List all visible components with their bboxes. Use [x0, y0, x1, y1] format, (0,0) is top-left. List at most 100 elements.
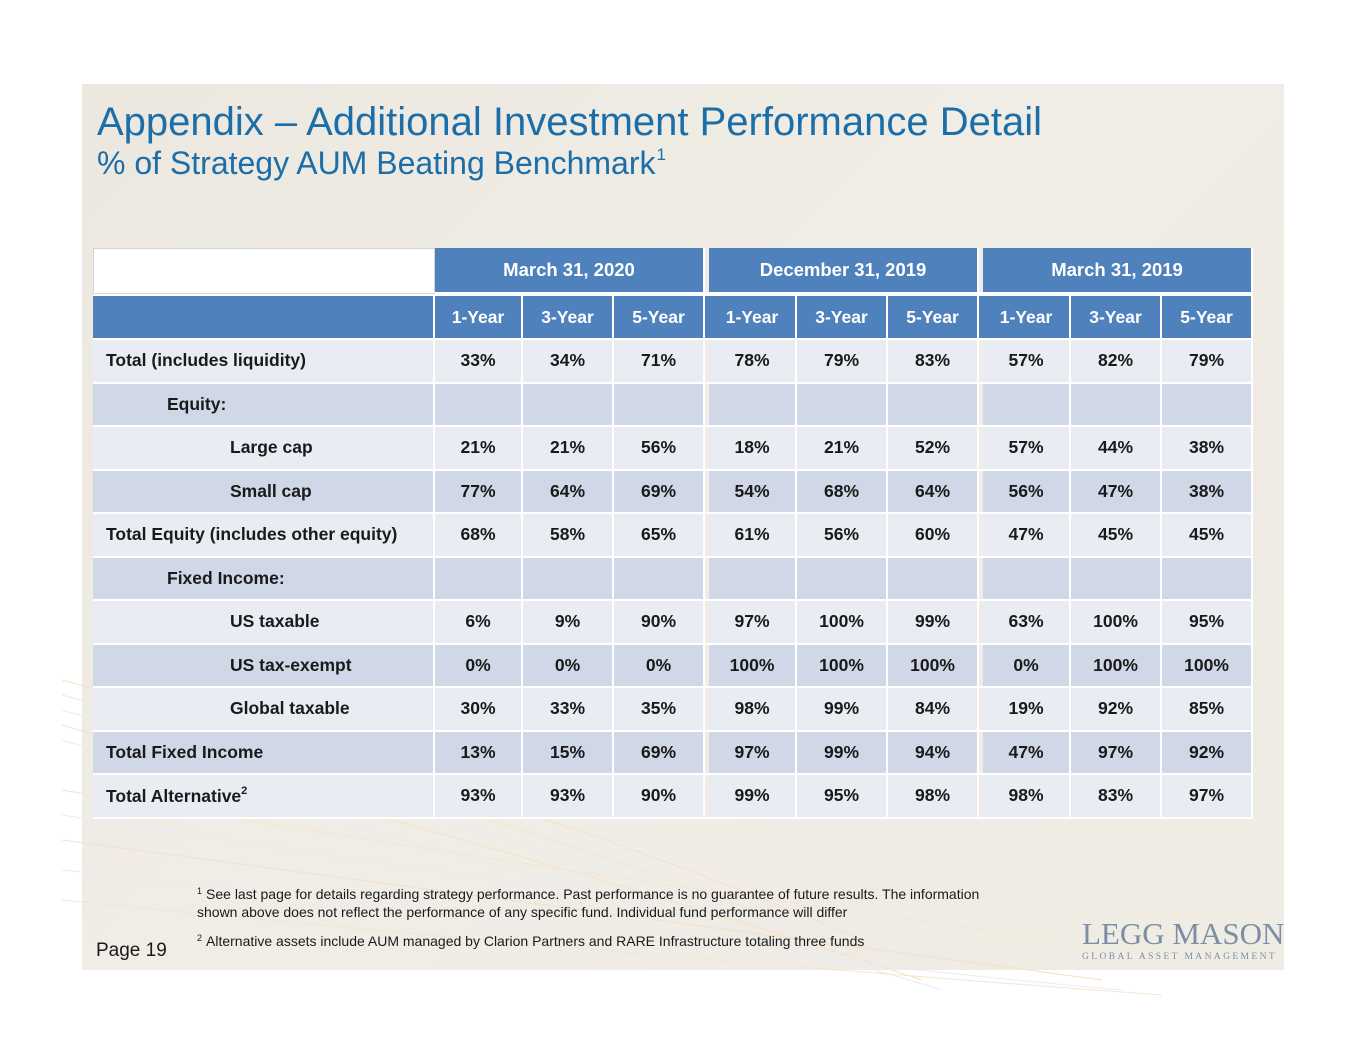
column-gap	[705, 775, 710, 819]
value-cell	[435, 383, 523, 427]
footnote-2: 2 Alternative assets include AUM managed …	[197, 929, 1017, 950]
column-gap	[979, 296, 984, 340]
value-cell: 6%	[435, 601, 523, 645]
value-cell: 99%	[888, 601, 980, 645]
row-label: Equity:	[93, 383, 435, 427]
row-label-text: Global taxable	[230, 698, 350, 719]
value-cell: 0%	[523, 644, 614, 688]
value-cell: 0%	[614, 644, 706, 688]
subtitle-footnote-marker: 1	[656, 145, 666, 164]
value-cell: 85%	[1162, 688, 1254, 732]
column-gap	[705, 471, 710, 514]
column-gap	[979, 732, 984, 775]
table-row: US taxable 6% 9% 90% 97% 100% 99% 63% 100% 95%	[93, 601, 1254, 645]
value-cell: 35%	[614, 688, 706, 732]
value-cell: 97%	[1071, 731, 1163, 775]
value-cell: 21%	[435, 427, 523, 471]
footnote-text: See last page for details regarding stra…	[197, 886, 980, 920]
value-cell: 98%	[983, 775, 1072, 819]
page-number: Page 19	[96, 940, 167, 961]
value-cell: 64%	[523, 470, 614, 514]
value-cell: 38%	[1162, 470, 1254, 514]
value-cell: 100%	[709, 644, 798, 688]
value-cell: 69%	[614, 470, 706, 514]
column-gap	[705, 427, 710, 471]
value-cell: 79%	[1162, 340, 1254, 384]
row-label-text: Total Equity (includes other equity)	[106, 524, 398, 545]
value-cell: 57%	[983, 340, 1072, 384]
column-gap	[705, 558, 710, 601]
value-cell: 21%	[797, 427, 889, 471]
table-row: Total (includes liquidity) 33% 34% 71% 78% 79…	[93, 340, 1254, 384]
column-gap	[979, 601, 984, 645]
value-cell	[614, 383, 706, 427]
value-cell: 45%	[1071, 514, 1163, 558]
column-gap	[705, 384, 710, 427]
column-gap	[979, 471, 984, 514]
logo-tagline: GLOBAL ASSET MANAGEMENT	[1082, 952, 1278, 962]
row-label: US taxable	[93, 601, 435, 645]
value-cell: 99%	[797, 731, 889, 775]
page-title: Appendix – Additional Investment Perform…	[97, 100, 1042, 144]
value-cell: 79%	[797, 340, 889, 384]
table-row: Small cap 77% 64% 69% 54% 68% 64% 56% 47% 38%	[93, 470, 1254, 514]
value-cell: 0%	[983, 644, 1072, 688]
row-label-text: US tax-exempt	[230, 654, 352, 675]
horizon-header: 1-Year	[709, 296, 798, 340]
value-cell	[1071, 383, 1163, 427]
horizon-header: 1-Year	[435, 296, 523, 340]
row-label-text: Large cap	[230, 437, 313, 458]
company-logo: LEGG MASON GLOBAL ASSET MANAGEMENT	[1082, 918, 1284, 963]
performance-table: March 31, 2020 December 31, 2019 March 3…	[93, 248, 1254, 819]
value-cell: 45%	[1162, 514, 1254, 558]
row-footnote-marker: 2	[241, 784, 248, 797]
column-gap	[705, 248, 710, 294]
header-label-cell	[93, 296, 435, 340]
column-gap	[979, 384, 984, 427]
row-label: Small cap	[93, 470, 435, 514]
value-cell	[983, 557, 1072, 601]
value-cell	[709, 383, 798, 427]
value-cell	[614, 557, 706, 601]
column-gap	[705, 645, 710, 688]
value-cell: 99%	[709, 775, 798, 819]
value-cell: 13%	[435, 731, 523, 775]
value-cell: 97%	[709, 601, 798, 645]
period-header-row: March 31, 2020 December 31, 2019 March 3…	[93, 248, 1254, 294]
value-cell: 44%	[1071, 427, 1163, 471]
row-label-text: Total Alternative	[106, 785, 242, 806]
row-label-text: Equity:	[167, 393, 227, 414]
column-gap	[979, 248, 984, 294]
value-cell: 69%	[614, 731, 706, 775]
table-row: Total Alternative2 93% 93% 90% 99% 95% 98% 98% 8…	[93, 775, 1254, 819]
value-cell	[983, 383, 1072, 427]
row-label: Total (includes liquidity)	[93, 340, 435, 384]
value-cell	[523, 383, 614, 427]
value-cell: 92%	[1071, 688, 1163, 732]
value-cell: 65%	[614, 514, 706, 558]
column-gap	[979, 514, 984, 558]
value-cell	[888, 557, 980, 601]
value-cell: 0%	[435, 644, 523, 688]
value-cell: 18%	[709, 427, 798, 471]
row-label: Total Alternative2	[93, 775, 435, 819]
value-cell: 34%	[523, 340, 614, 384]
value-cell: 57%	[983, 427, 1072, 471]
column-gap	[979, 645, 984, 688]
value-cell: 19%	[983, 688, 1072, 732]
row-label-text: US taxable	[230, 611, 320, 632]
row-label: Total Equity (includes other equity)	[93, 514, 435, 558]
horizon-header: 3-Year	[523, 296, 614, 340]
row-label: Fixed Income:	[93, 557, 435, 601]
column-gap	[705, 514, 710, 558]
header-spacer	[93, 294, 1254, 296]
value-cell	[1162, 383, 1254, 427]
value-cell: 61%	[709, 514, 798, 558]
column-gap	[979, 427, 984, 471]
value-cell: 99%	[797, 688, 889, 732]
value-cell: 47%	[1071, 470, 1163, 514]
value-cell: 63%	[983, 601, 1072, 645]
value-cell: 93%	[435, 775, 523, 819]
table-row: US tax-exempt 0% 0% 0% 100% 100% 100% 0% 100% 100…	[93, 644, 1254, 688]
horizon-header: 3-Year	[797, 296, 889, 340]
